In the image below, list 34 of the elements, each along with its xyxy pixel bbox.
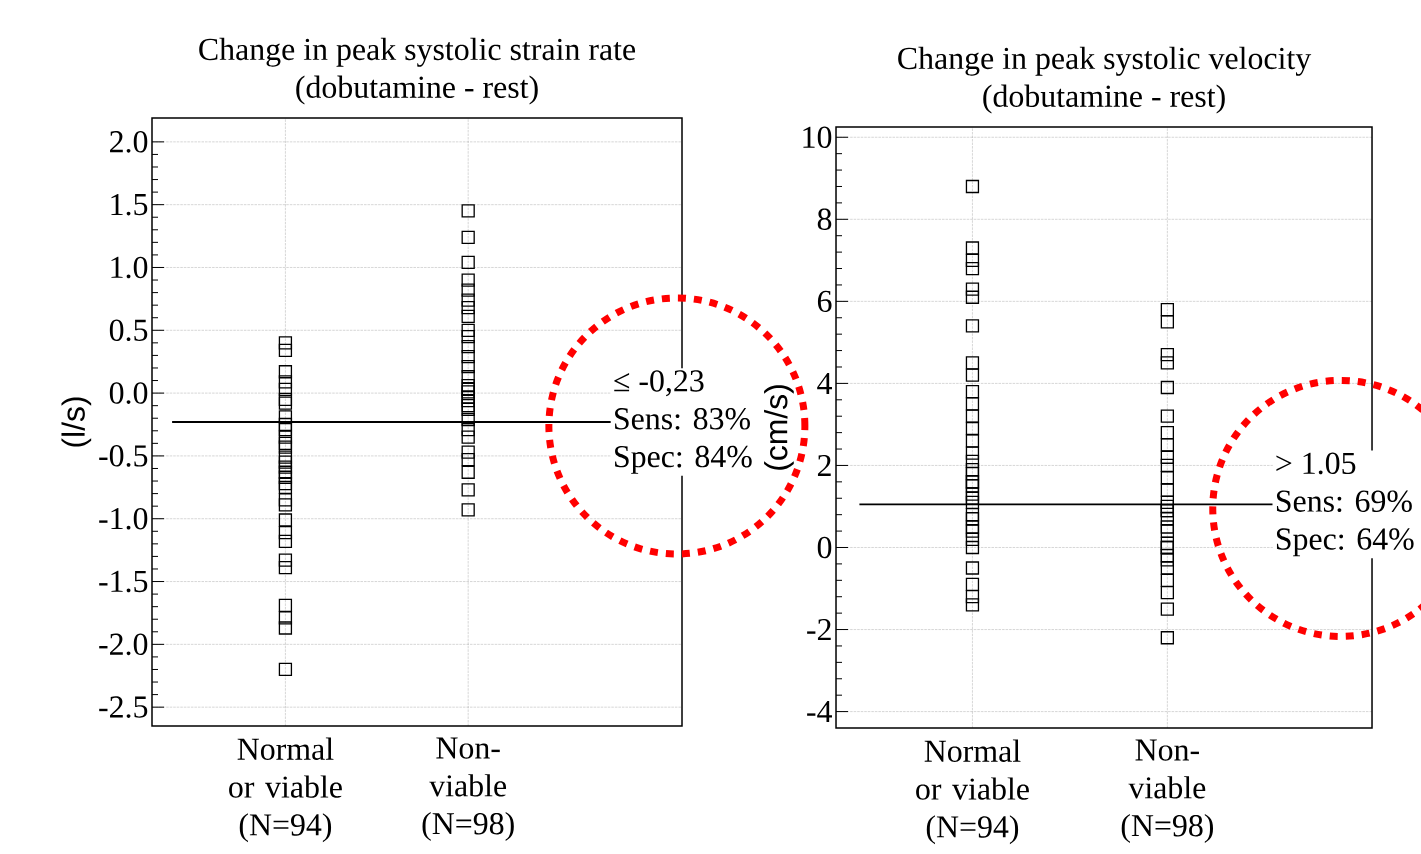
chart-title: Change in peak systolic velocity xyxy=(898,46,1312,76)
y-tick-label: 0 xyxy=(817,536,832,559)
chart-subtitle: (dobutamine - rest) xyxy=(296,75,538,105)
annotation: Spec: 64% xyxy=(1276,528,1414,557)
y-axis-title: (cm/s) xyxy=(764,385,794,470)
x-tick-label: Normal or viable (N=94) xyxy=(229,737,342,843)
chart-title: Change in peak systolic strain rate xyxy=(199,37,636,67)
chart-subtitle: (dobutamine - rest) xyxy=(983,84,1225,114)
y-tick-label: -1.0 xyxy=(99,507,148,530)
y-tick-label: 0.0 xyxy=(109,382,148,404)
x-tick-label: Non-viable (N=98) xyxy=(422,737,514,841)
y-tick-label: 4 xyxy=(817,372,832,394)
y-tick-label: 1.5 xyxy=(111,193,148,216)
y-tick-label: -1.5 xyxy=(99,570,148,593)
y-tick-label: 6 xyxy=(817,290,832,313)
y-tick-label: 10 xyxy=(803,126,832,149)
y-tick-label: -2.5 xyxy=(99,696,148,718)
annotation: Spec: 84% xyxy=(615,445,752,474)
y-tick-label: 2 xyxy=(817,454,831,476)
annotation: ≤ -0,23 xyxy=(614,370,704,397)
annotation: Sens: 83% xyxy=(615,408,750,430)
y-tick-label: 2.0 xyxy=(110,131,148,153)
x-tick-label: Normal or viable (N=94) xyxy=(916,739,1029,845)
y-tick-label: 1.0 xyxy=(111,256,148,279)
y-tick-label: -4 xyxy=(807,701,832,723)
y-tick-label: 8 xyxy=(817,208,832,231)
annotation: > 1.05 xyxy=(1276,452,1356,475)
y-tick-label: -0.5 xyxy=(99,445,148,467)
y-tick-label: -2.0 xyxy=(99,633,148,656)
y-tick-label: 0.5 xyxy=(109,319,148,342)
y-axis-title: (l/s) xyxy=(61,397,92,447)
annotation: Sens: 69% xyxy=(1276,490,1412,513)
x-tick-label: Non-viable (N=98) xyxy=(1121,739,1214,843)
y-tick-label: -2 xyxy=(807,618,831,641)
